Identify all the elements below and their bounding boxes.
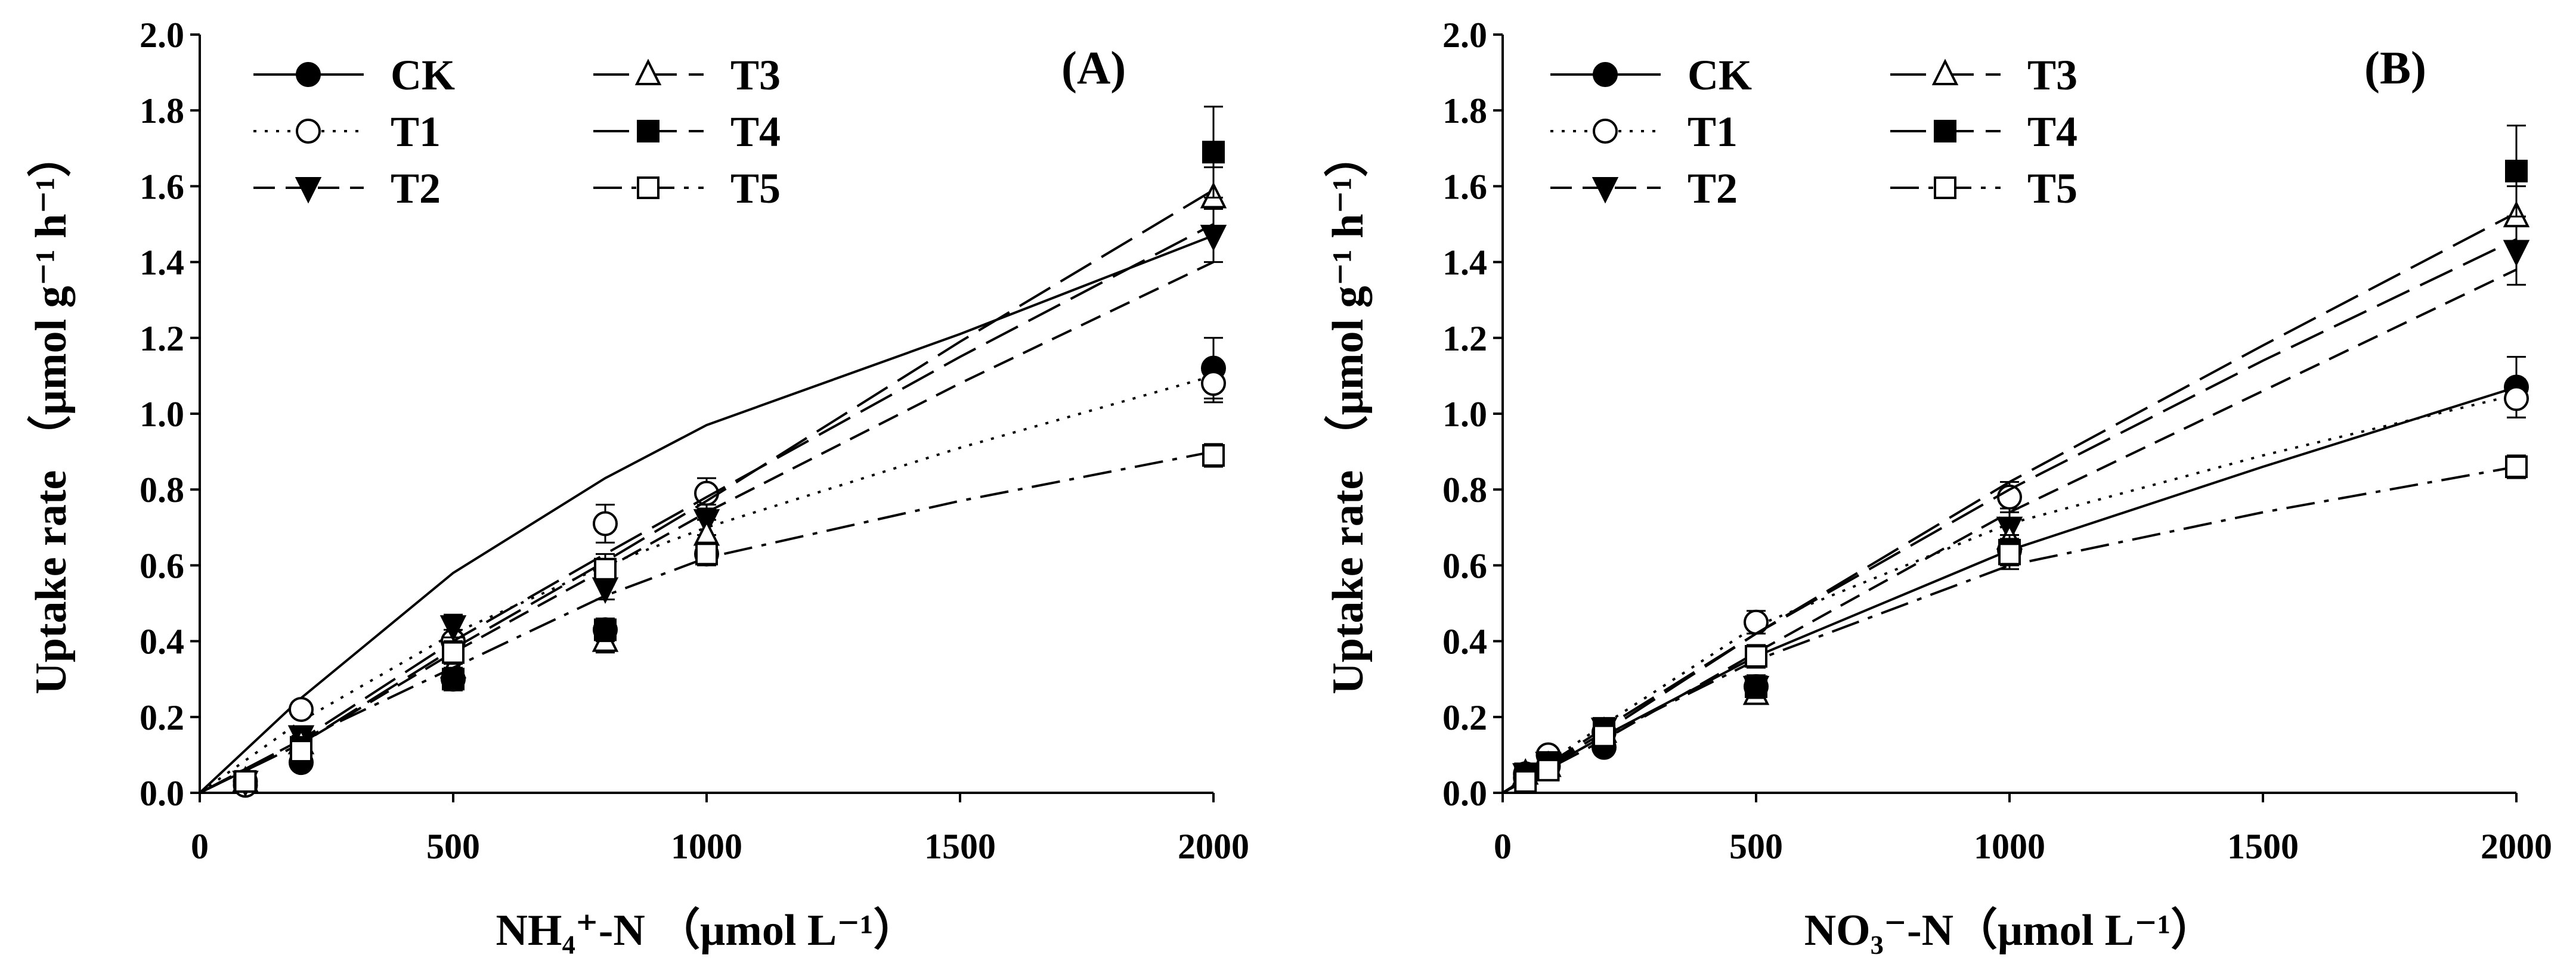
x-tick-label: 1500 [924, 827, 996, 866]
data-point-t5 [234, 770, 257, 793]
fit-line-t5 [199, 450, 1214, 794]
x-tick-label: 2000 [2481, 827, 2552, 866]
data-point-t5 [2505, 455, 2528, 479]
legend-label-t1: T1 [1688, 108, 1738, 156]
data-point-t5 [442, 641, 465, 664]
data-point-t4 [2505, 159, 2528, 182]
data-point-t5 [1202, 444, 1225, 467]
legend-marker-t1 [1593, 119, 1618, 144]
legend-marker-t2 [295, 177, 322, 204]
legend-label-t5: T5 [730, 165, 781, 212]
y-axis-title: Uptake rate （μmol g⁻¹ h⁻¹） [27, 133, 76, 694]
legend-label-t3: T3 [2027, 51, 2077, 99]
legend-label-t4: T4 [2027, 108, 2077, 156]
y-tick-label: 1.4 [1442, 243, 1487, 283]
legend-label-t5: T5 [2027, 165, 2077, 212]
chart-panel-a: 0.0 0.2 0.4 0.6 0.8 1.0 1.2 1.4 1.6 1.8 2.0 0 500 100… [27, 15, 1249, 955]
panel-label: (A) [1061, 42, 1126, 94]
legend-marker-t4 [637, 120, 660, 142]
panel-label: (B) [2364, 42, 2426, 94]
x-axis-title: NO₃⁻-N（μmol L⁻¹） [1804, 906, 2215, 955]
data-point-t5 [1537, 758, 1560, 781]
x-tick-label: 1000 [671, 827, 742, 866]
fit-line-t4 [1501, 238, 2517, 794]
x-tick-label: 0 [191, 827, 209, 866]
chart-panel-b: 0.0 0.2 0.4 0.6 0.8 1.0 1.2 1.4 1.6 1.8 2.0 0 500 100… [1324, 15, 2552, 955]
data-point-t4 [1202, 141, 1225, 164]
y-tick-label: 1.6 [140, 167, 184, 206]
x-tick-label: 0 [1494, 827, 1512, 866]
legend-label-t2: T2 [1688, 165, 1738, 212]
data-point-t1 [2504, 386, 2529, 411]
data-point-t5 [1593, 724, 1615, 748]
legend-marker-ck [1593, 62, 1618, 87]
data-point-t1 [593, 511, 618, 536]
legend-label-t2: T2 [391, 165, 441, 212]
legend: CK T1 T2 T3 T4 T5 [1550, 51, 2077, 212]
x-tick-label: 2000 [1178, 827, 1249, 866]
fit-line-t3 [1501, 212, 2517, 794]
y-tick-label: 1.8 [140, 91, 184, 131]
data-point-t5 [1998, 542, 2021, 566]
data-point-t5 [1745, 645, 1767, 668]
legend-label-t1: T1 [391, 108, 441, 156]
legend-marker-t4 [1934, 120, 1956, 142]
data-point-t5 [594, 557, 617, 581]
series-t5 [199, 443, 1225, 794]
data-point-t4 [1745, 675, 1767, 698]
legend-label-t4: T4 [730, 108, 781, 156]
data-point-t5 [1514, 770, 1537, 793]
data-point-t1 [1201, 371, 1226, 396]
x-tick-label: 500 [426, 827, 480, 866]
y-tick-label: 0.6 [1442, 546, 1487, 585]
x-tick-label: 1000 [1974, 827, 2045, 866]
legend-marker-ck [296, 62, 321, 87]
y-tick-label: 0.0 [1442, 774, 1487, 813]
y-tick-label: 1.6 [1442, 167, 1487, 206]
y-tick-label: 1.2 [1442, 319, 1487, 358]
legend-marker-t3 [1931, 58, 1959, 85]
y-tick-label: 0.8 [1442, 470, 1487, 510]
y-tick-label: 1.0 [140, 395, 184, 434]
y-tick-label: 0.4 [1442, 622, 1487, 662]
x-tick-label: 500 [1729, 827, 1783, 866]
y-tick-label: 2.0 [140, 15, 184, 55]
x-axis-title: NH₄⁺-N （μmol L⁻¹） [496, 906, 917, 955]
y-tick-label: 0.6 [140, 546, 184, 585]
legend-label-ck: CK [1688, 51, 1752, 99]
legend-marker-t5 [637, 176, 660, 199]
legend-label-t3: T3 [730, 51, 781, 99]
legend-marker-t3 [634, 58, 662, 85]
data-point-t5 [290, 740, 312, 763]
series-t5 [1502, 454, 2528, 794]
x-tick-label: 1500 [2227, 827, 2299, 866]
data-point-t4 [594, 618, 617, 641]
y-tick-label: 1.4 [140, 243, 184, 283]
legend: CK T1 T2 T3 T4 T5 [253, 51, 781, 212]
fit-line-t5 [1502, 466, 2517, 794]
y-axis-title: Uptake rate （μmol g⁻¹ h⁻¹） [1324, 133, 1373, 694]
legend-marker-t2 [1592, 177, 1619, 204]
y-tick-label: 1.8 [1442, 91, 1487, 131]
y-tick-label: 0.8 [140, 470, 184, 510]
data-point-t5 [695, 542, 718, 566]
legend-marker-t5 [1934, 176, 1956, 199]
y-tick-label: 1.2 [140, 319, 184, 358]
data-point-t2 [439, 615, 467, 642]
fit-line-t2 [1502, 268, 2517, 794]
y-tick-label: 0.2 [140, 698, 184, 737]
legend-marker-t1 [296, 119, 321, 144]
y-tick-label: 0.0 [140, 774, 184, 813]
legend-label-ck: CK [391, 51, 455, 99]
fit-line-ck [1502, 386, 2517, 794]
y-tick-label: 0.2 [1442, 698, 1487, 737]
y-tick-label: 0.4 [140, 622, 184, 662]
data-point-t1 [289, 697, 314, 722]
y-tick-label: 2.0 [1442, 15, 1487, 55]
y-tick-label: 1.0 [1442, 395, 1487, 434]
